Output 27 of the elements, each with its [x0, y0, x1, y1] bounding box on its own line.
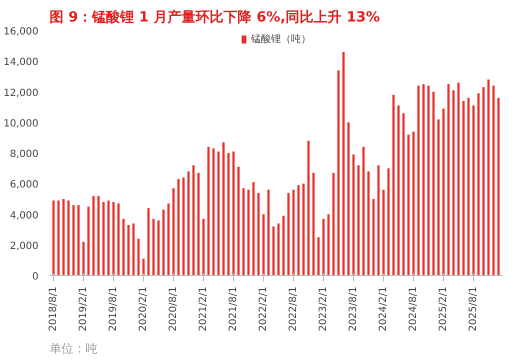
x-tick-label: 2022/2/1	[258, 286, 269, 332]
y-tick-label: 12,000	[4, 88, 39, 99]
y-tick-label: 6,000	[10, 180, 39, 191]
x-tick-label: 2021/8/1	[228, 286, 239, 332]
legend-label: 锰酸锂（吨）	[251, 32, 311, 46]
x-tick-label: 2025/2/1	[438, 286, 449, 332]
x-tick-label: 2019/8/1	[108, 286, 119, 332]
x-tick-label: 2022/8/1	[288, 286, 299, 332]
y-tick-label: 14,000	[4, 57, 39, 68]
y-tick-label: 0	[32, 272, 39, 282]
y-tick-label: 2,000	[10, 240, 39, 252]
y-tick-label: 10,000	[4, 118, 39, 130]
x-tick-label: 2019/2/1	[78, 286, 89, 332]
x-tick-label: 2020/8/1	[168, 286, 179, 332]
x-tick-label: 2023/8/1	[348, 286, 359, 332]
x-tick-label: 2023/2/1	[318, 286, 329, 332]
y-tick-label: 16,000	[4, 26, 39, 38]
x-tick-label: 2025/8/1	[468, 286, 479, 332]
text: 单位：吨	[50, 342, 98, 356]
y-tick-label: 4,000	[10, 210, 39, 222]
chart-title: 图 9：锰酸锂 1 月产量环比下降 6%,同比上升 13%	[50, 8, 380, 26]
y-tick-label: 8,000	[10, 149, 39, 160]
x-tick-label: 2020/2/1	[138, 286, 149, 332]
x-tick-label: 2021/2/1	[198, 286, 209, 332]
x-tick-label: 2024/2/1	[378, 286, 389, 332]
x-tick-label: 2024/8/1	[408, 286, 419, 332]
x-tick-label: 2018/8/1	[48, 286, 59, 332]
